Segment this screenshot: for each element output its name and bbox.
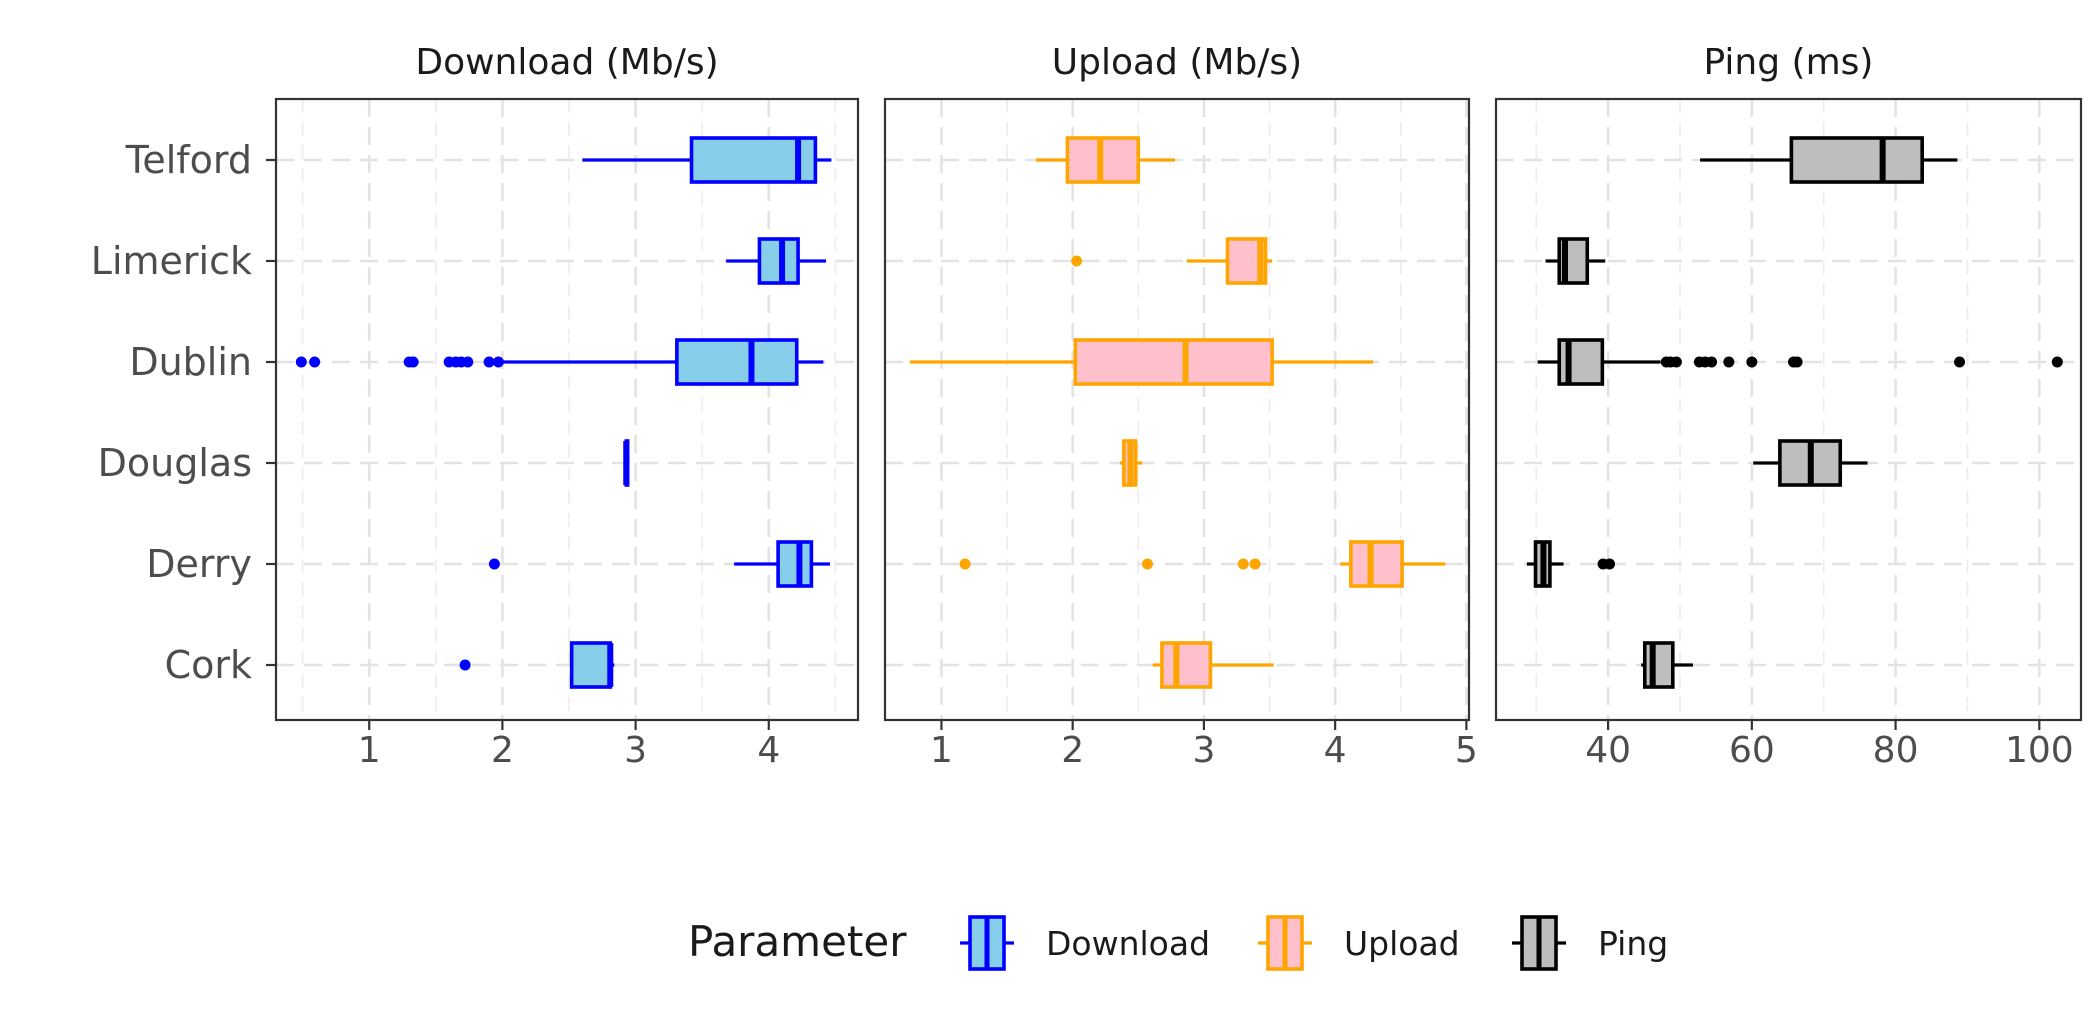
iqr-box [675,338,799,386]
legend-title: Parameter [688,917,907,966]
outlier-point [1071,255,1083,267]
box-upload-douglas [1119,439,1143,487]
panel-upload [885,99,1469,720]
box-upload-cork [1152,641,1274,689]
legend-label-upload: Upload [1344,924,1460,963]
outlier-point [1746,356,1758,368]
legend-key-download [960,915,1014,971]
y-tick-label-limerick: Limerick [91,239,252,283]
outlier-point [1249,558,1261,570]
panel-title-download: Download (Mb/s) [415,42,718,83]
iqr-box [1642,641,1675,689]
x-tick-label-download: 2 [491,730,514,771]
x-tick-label-upload: 4 [1324,730,1347,771]
legend: Parameter Download Upload Ping [688,915,1668,971]
panel-border-upload [883,97,1471,722]
outlier-point [407,356,419,368]
box-ping-derry [1526,540,1616,588]
panel-title-ping: Ping (ms) [1704,42,1874,83]
box-upload-telford [1035,136,1176,184]
y-tick-label-telford: Telford [125,138,252,182]
outlier-point [1237,558,1249,570]
x-tick-label-download: 4 [757,730,780,771]
outlier-point [1670,356,1682,368]
x-tick-label-download: 3 [624,730,647,771]
y-tick-label-douglas: Douglas [98,441,252,485]
outlier-point [488,558,500,570]
panel-ping [1496,99,2081,720]
y-tick-label-dublin: Dublin [129,340,252,384]
x-tick-label-download: 1 [358,730,381,771]
iqr-box [569,641,613,689]
panel-download [276,99,858,720]
legend-key-ping [1512,915,1566,971]
outlier-point [1604,558,1616,570]
legend-label-ping: Ping [1598,924,1668,963]
outlier-point [309,356,321,368]
iqr-box [1349,540,1404,588]
box-upload-dublin [909,338,1374,386]
panel-title-upload: Upload (Mb/s) [1052,42,1302,83]
box-upload-limerick [1071,237,1273,285]
iqr-box [776,540,814,588]
box-download-cork [459,641,615,689]
x-tick-label-ping: 60 [1729,730,1775,771]
x-tick-label-upload: 2 [1061,730,1084,771]
outlier-point [483,356,495,368]
iqr-box [689,136,818,184]
outlier-point [462,356,474,368]
outlier-point [1723,356,1735,368]
legend-key-upload [1258,915,1312,971]
box-upload-derry [959,540,1446,588]
outlier-point [295,356,307,368]
box-ping-dublin [1537,338,2063,386]
box-download-dublin [295,338,824,386]
x-tick-label-upload: 3 [1192,730,1215,771]
box-ping-limerick [1545,237,1606,285]
box-download-douglas [623,439,630,487]
iqr-box [757,237,800,285]
x-tick-label-upload: 1 [930,730,953,771]
outlier-point [1706,356,1718,368]
outlier-point [1141,558,1153,570]
iqr-box [1789,136,1924,184]
outlier-point [492,356,504,368]
box-ping-cork [1641,641,1693,689]
iqr-box [1160,641,1213,689]
legend-label-download: Download [1046,924,1210,963]
outlier-point [1954,356,1966,368]
iqr-box [1073,338,1274,386]
x-tick-label-ping: 100 [2005,730,2074,771]
panel-border-download [274,97,860,722]
y-tick-label-derry: Derry [146,542,252,586]
outlier-point [959,558,971,570]
box-download-derry [488,540,831,588]
x-tick-label-ping: 40 [1585,730,1631,771]
x-tick-label-ping: 80 [1873,730,1919,771]
box-download-telford [582,136,832,184]
y-tick-label-cork: Cork [165,643,252,687]
outlier-point [1791,356,1803,368]
outlier-point [459,659,471,671]
outlier-point [2051,356,2063,368]
box-ping-telford [1700,136,1958,184]
x-tick-label-upload: 5 [1455,730,1478,771]
box-ping-douglas [1753,439,1868,487]
box-download-limerick [726,237,827,285]
panel-border-ping [1494,97,2083,722]
